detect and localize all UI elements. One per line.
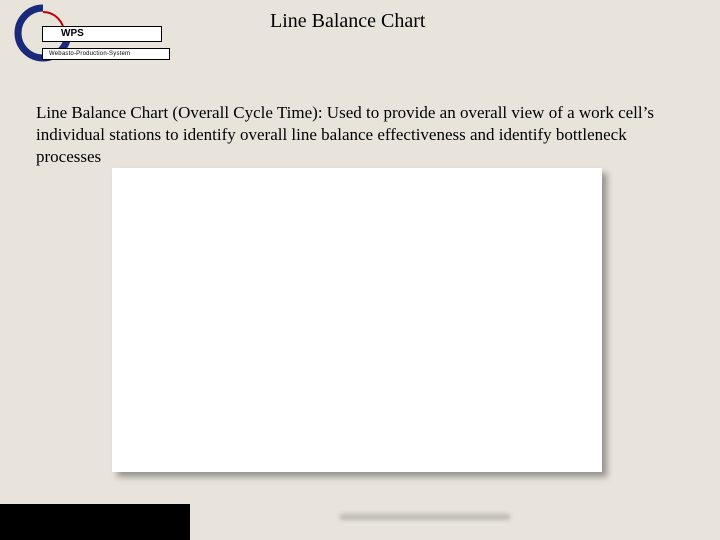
page-title: Line Balance Chart <box>270 10 426 33</box>
footer-shadow <box>340 514 510 520</box>
header: WPS Webasto-Production-System Line Balan… <box>0 0 720 74</box>
logo-block: WPS Webasto-Production-System <box>0 4 180 74</box>
logo-abbrev: WPS <box>42 26 162 42</box>
footer-black-bar <box>0 504 190 540</box>
chart-placeholder <box>112 168 602 472</box>
body-text: Line Balance Chart (Overall Cycle Time):… <box>0 74 720 168</box>
logo-subtitle: Webasto-Production-System <box>42 48 170 60</box>
